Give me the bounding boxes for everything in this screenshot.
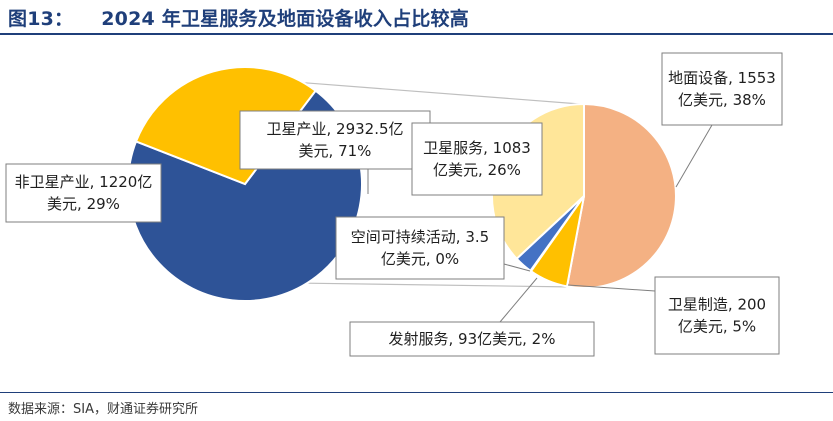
data-label-sustainable: 空间可持续活动, 3.5 亿美元, 0% [335,216,505,280]
label-text: 卫星服务, 1083 [423,139,531,157]
source-note: 数据来源：SIA，财通证券研究所 [8,402,198,417]
label-text: 亿美元, 0% [381,250,459,268]
figure-title: 2024 年卫星服务及地面设备收入占比较高 [101,8,469,30]
data-label-satellite-services: 卫星服务, 1083 亿美元, 26% [411,122,543,196]
leader-line-manufacturing [567,284,656,292]
label-text: 发射服务, 93亿美元, 2% [389,330,556,348]
data-label-ground-equipment: 地面设备, 1553 亿美元, 38% [661,52,783,126]
label-text: 非卫星产业, 1220亿 [15,173,153,191]
label-text: 亿美元, 38% [678,91,766,109]
connector-line-bottom [306,282,577,288]
label-text: 美元, 71% [299,142,372,160]
breakdown-slice-ground-equipment [565,102,677,289]
leader-line-launch-services [499,277,538,323]
label-box [661,52,783,126]
main-slice-non-satellite [134,66,318,186]
label-text: 空间可持续活动, 3.5 [351,228,489,246]
label-box [335,216,505,280]
label-text: 卫星制造, 200 [668,296,766,314]
data-label-launch-services: 发射服务, 93亿美元, 2% [349,321,595,357]
label-box [5,163,162,223]
title-underline [0,33,833,35]
connector-line-top [303,82,581,105]
label-text: 卫星产业, 2932.5亿 [266,120,403,138]
label-box [654,276,780,355]
data-label-manufacturing: 卫星制造, 200 亿美元, 5% [654,276,780,355]
leader-line-sustainable [503,263,531,272]
label-box [349,321,595,357]
chart-title: 图13： 2024 年卫星服务及地面设备收入占比较高 [8,4,469,31]
label-text: 美元, 29% [47,195,120,213]
leader-line-ground-equipment [675,124,713,188]
label-box [411,122,543,196]
label-text: 亿美元, 26% [433,161,521,179]
label-text: 亿美元, 5% [678,318,756,336]
footer-rule [0,392,833,393]
figure-number: 图13： [8,8,74,30]
label-text: 地面设备, 1553 [668,69,776,87]
label-box [239,110,431,170]
